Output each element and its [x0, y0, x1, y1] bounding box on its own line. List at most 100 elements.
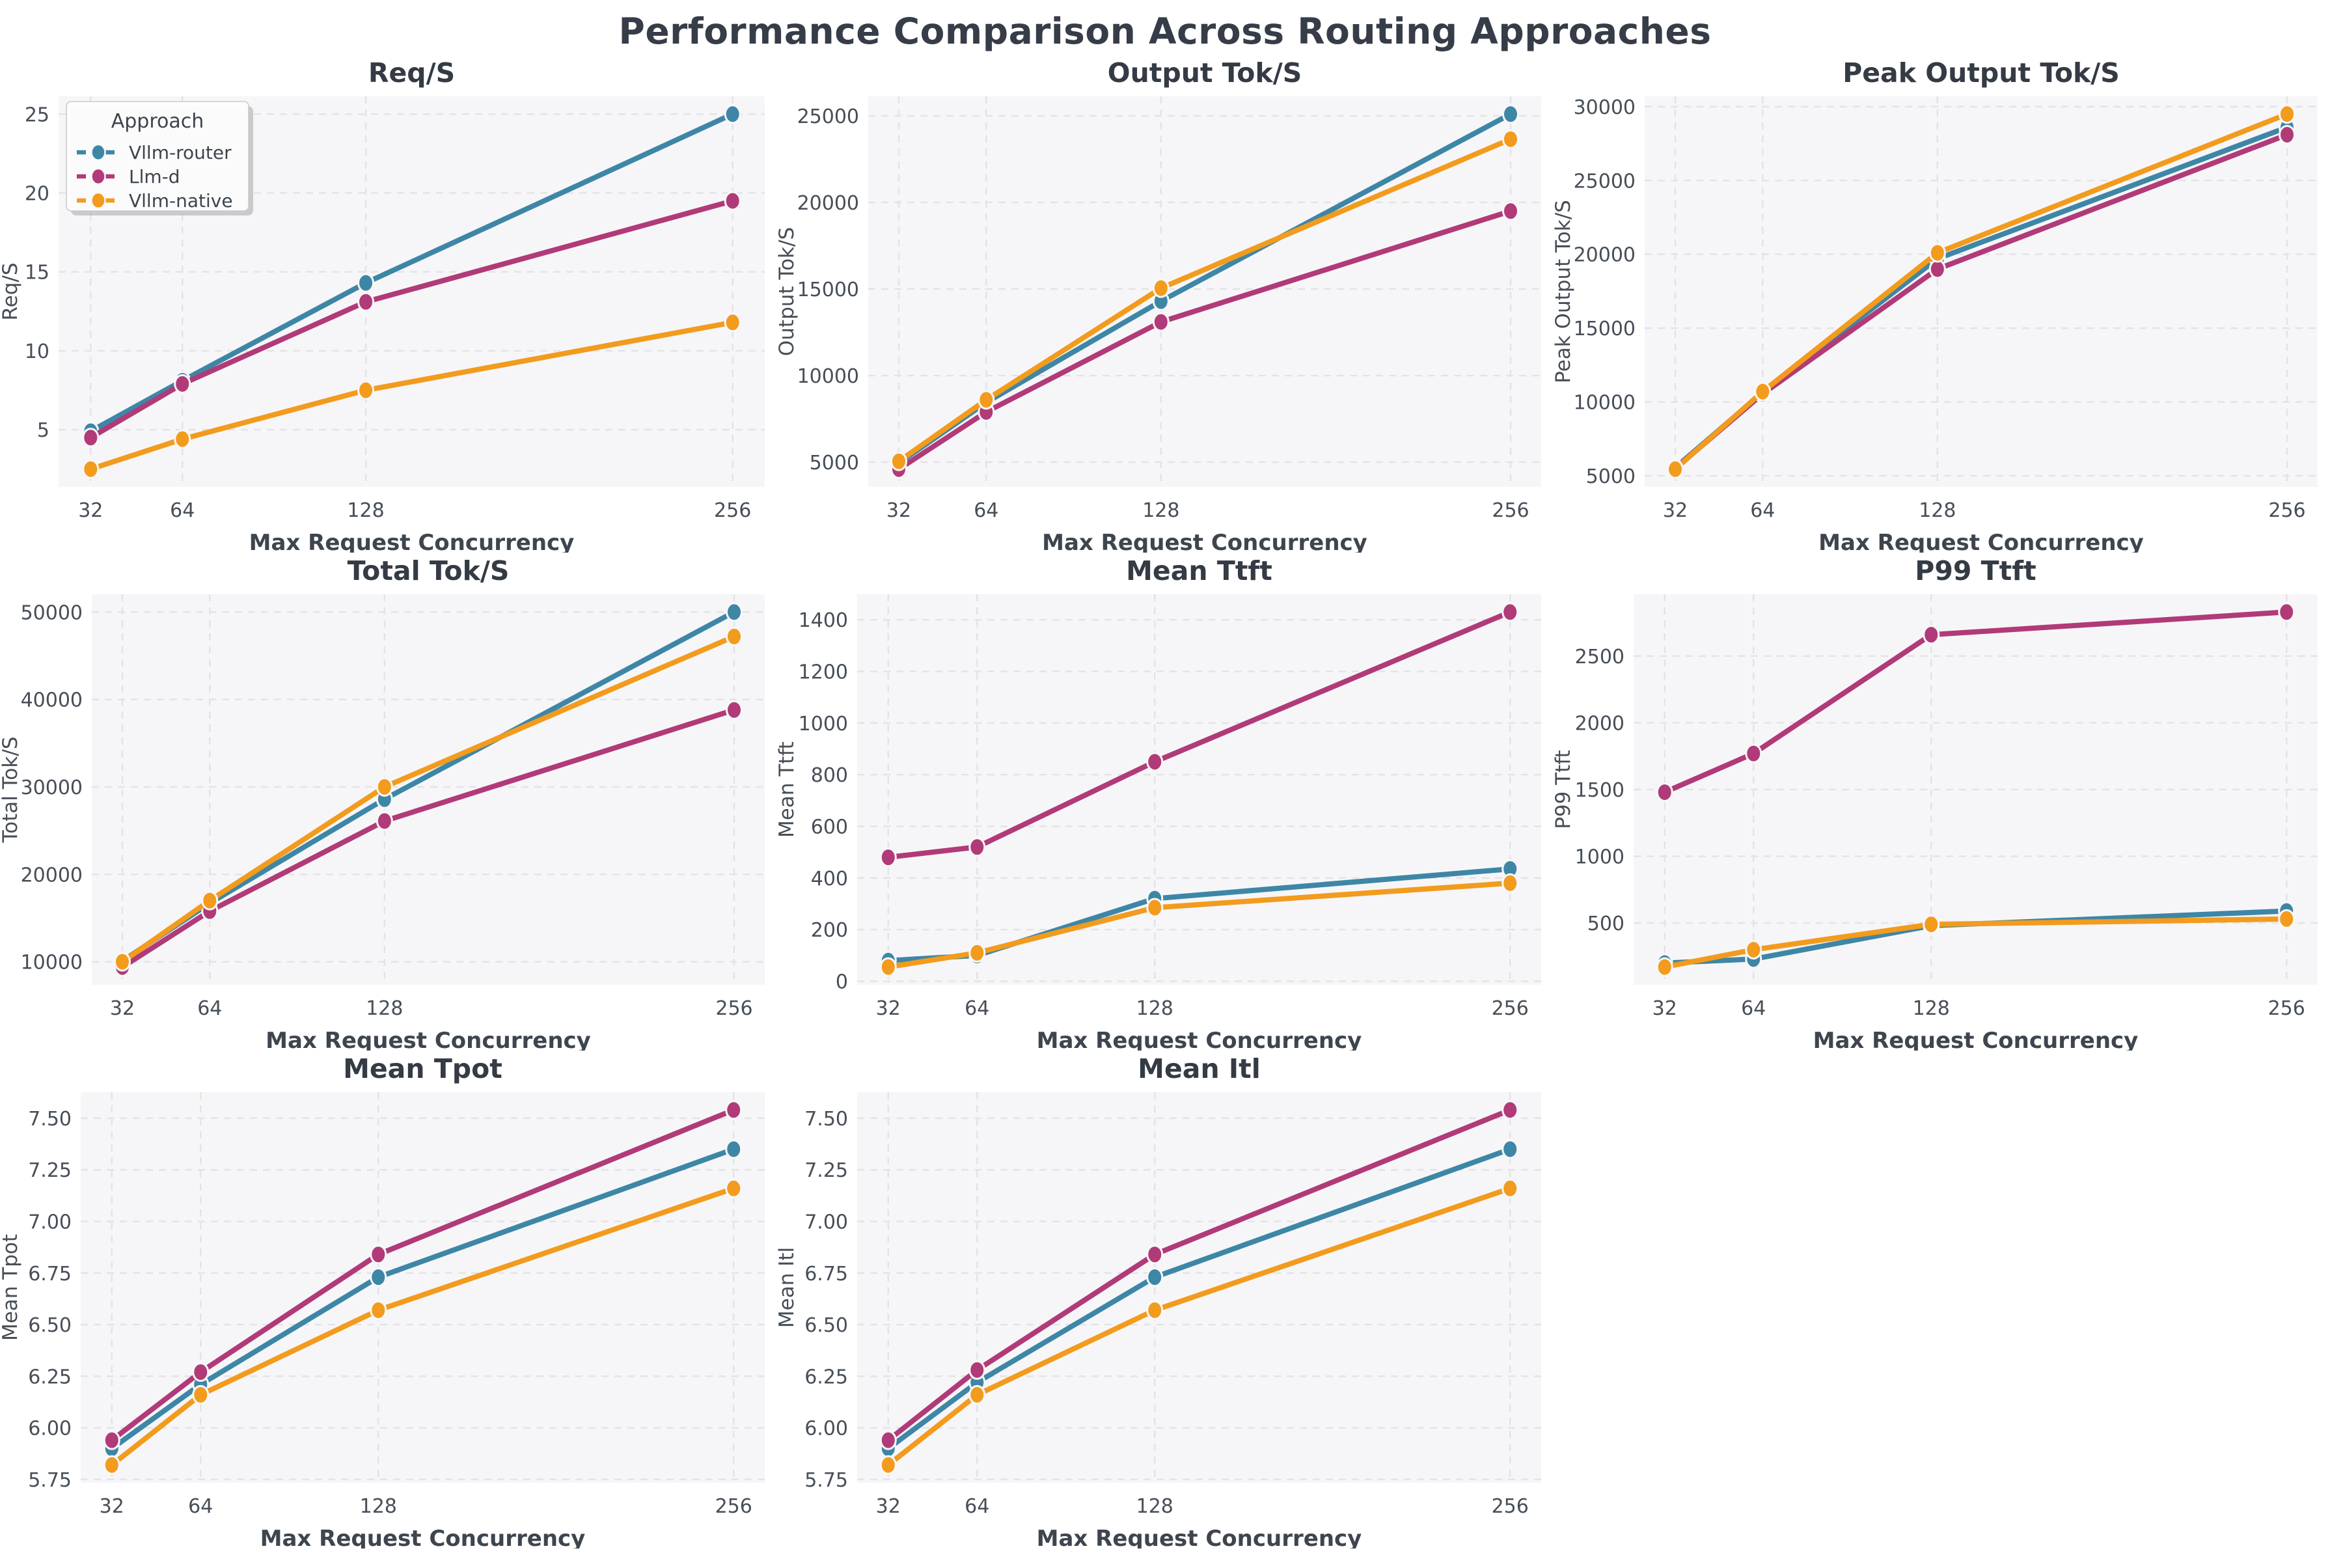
x-tick-label: 32 — [876, 997, 901, 1020]
data-point-vllm-native — [376, 777, 393, 797]
y-tick-label: 500 — [1587, 913, 1624, 935]
chart-output-tok-s: Output Tok/S Output Tok/S 5000 10000 15000 20… — [775, 57, 1541, 556]
data-point-vllm-router — [1146, 1267, 1164, 1287]
chart-total-tok-s: Total Tok/S Total Tok/S 10000 20000 30000 400… — [0, 555, 765, 1054]
series-line-vllm-native — [1662, 916, 2290, 970]
series-line-vllm-native — [120, 633, 737, 965]
data-point-vllm-native — [725, 1178, 743, 1198]
series-line-vllm-router — [1662, 908, 2290, 966]
x-tick-label: 128 — [1136, 997, 1173, 1020]
y-axis-label: Mean Tpot — [0, 1234, 22, 1341]
x-axis-label: Max Request Concurrency — [1042, 530, 1367, 553]
x-tick-label: 256 — [2268, 499, 2305, 522]
y-tick-label: 600 — [811, 816, 848, 839]
y-tick-label: 25000 — [797, 105, 859, 128]
data-point-vllm-native — [370, 1300, 387, 1320]
data-point-vllm-native — [1502, 129, 1519, 149]
data-point-llm-d — [1501, 1100, 1519, 1120]
y-tick-label: 7.50 — [28, 1108, 72, 1131]
chart-p99-ttft: P99 Ttft P99 Ttft 500 1000 1500 2000 2500 32 64 1… — [1552, 555, 2318, 1054]
x-tick-label: 32 — [78, 499, 103, 522]
chart-cell-total-tok-s: Total Tok/S Total Tok/S 10000 20000 30000 400… — [0, 553, 776, 1054]
y-tick-label: 6.50 — [804, 1314, 848, 1337]
legend-label-vllm-router: Vllm-router — [129, 142, 232, 163]
x-tick-label: 64 — [965, 997, 989, 1020]
chart-mean-ttft: Mean Ttft Mean Ttft 0 200 400 600 800 1000 1200 1… — [775, 555, 1541, 1054]
legend-label-vllm-native: Vllm-native — [129, 190, 233, 212]
series-line-llm-d — [896, 208, 1513, 472]
data-point-llm-d — [724, 191, 741, 211]
x-tick-label: 128 — [366, 997, 403, 1020]
series-line-llm-d — [120, 707, 737, 970]
x-tick-label: 256 — [714, 499, 751, 522]
chart-cell-req-s: Req/S Req/S 5 10 15 20 25 32 64 128 256 Max Request… — [0, 55, 776, 556]
y-axis-label: Req/S — [0, 262, 22, 320]
y-axis-label: Output Tok/S — [776, 227, 799, 356]
data-point-vllm-native — [1152, 278, 1170, 298]
x-tick-label: 128 — [1142, 499, 1179, 522]
y-tick-label: 10000 — [797, 365, 859, 388]
y-tick-label: 6.50 — [28, 1314, 72, 1337]
data-point-llm-d — [879, 1430, 897, 1450]
series-line-vllm-native — [109, 1185, 737, 1468]
data-point-llm-d — [1152, 312, 1170, 332]
y-tick-label: 25 — [25, 103, 49, 126]
y-tick-label: 7.00 — [28, 1211, 72, 1234]
chart-title: Mean Tpot — [343, 1053, 502, 1084]
data-point-vllm-native — [968, 1384, 986, 1405]
legend-marker-vllm-router — [90, 143, 106, 161]
y-tick-label: 5 — [37, 419, 49, 442]
x-tick-label: 64 — [974, 499, 998, 522]
y-tick-label: 2000 — [1575, 712, 1624, 735]
data-point-llm-d — [1745, 743, 1762, 763]
data-point-vllm-native — [1928, 243, 1946, 263]
y-tick-label: 6.00 — [28, 1418, 72, 1440]
y-tick-label: 50000 — [21, 601, 83, 624]
x-axis-label: Max Request Concurrency — [266, 1028, 591, 1051]
series-line-vllm-native — [885, 1185, 1513, 1468]
data-point-llm-d — [174, 374, 191, 394]
x-tick-label: 256 — [715, 1495, 752, 1518]
y-tick-label: 20000 — [797, 192, 859, 215]
data-point-vllm-native — [1667, 459, 1684, 479]
plot-area-mean-ttft — [857, 594, 1541, 985]
data-point-llm-d — [1656, 782, 1673, 803]
chart-title: Req/S — [368, 57, 455, 89]
x-tick-label: 32 — [876, 1495, 901, 1518]
chart-title: Total Tok/S — [348, 555, 510, 586]
data-point-vllm-native — [890, 451, 907, 471]
data-point-vllm-native — [1745, 940, 1762, 960]
y-tick-label: 200 — [811, 919, 848, 942]
legend-box — [66, 101, 249, 212]
series-line-vllm-native — [885, 880, 1513, 970]
data-point-vllm-native — [2279, 104, 2296, 124]
x-tick-label: 64 — [170, 499, 195, 522]
chart-title: Mean Itl — [1138, 1053, 1261, 1084]
chart-mean-itl: Mean Itl Mean Itl 5.75 6.00 6.25 6.50 6.75 7.00… — [775, 1053, 1541, 1552]
x-axis-label: Max Request Concurrency — [1813, 1028, 2139, 1051]
series-line-llm-d — [109, 1107, 737, 1443]
y-tick-label: 10000 — [21, 952, 83, 974]
y-axis-label: Total Tok/S — [0, 737, 22, 844]
data-point-vllm-native — [1146, 898, 1164, 918]
data-point-vllm-native — [968, 942, 986, 963]
y-tick-label: 30000 — [21, 777, 83, 799]
data-point-vllm-router — [1501, 1139, 1519, 1159]
data-point-vllm-router — [726, 602, 743, 622]
x-tick-label: 256 — [715, 997, 752, 1020]
y-tick-label: 6.00 — [804, 1418, 848, 1440]
chart-grid: Req/S Req/S 5 10 15 20 25 32 64 128 256 Max Request… — [0, 55, 2330, 1552]
legend-marker-vllm-native — [90, 191, 106, 210]
series-line-llm-d — [885, 609, 1513, 860]
y-tick-label: 30000 — [1574, 96, 1636, 119]
x-tick-label: 32 — [100, 1495, 124, 1518]
data-point-vllm-native — [201, 890, 219, 911]
data-point-llm-d — [1502, 201, 1519, 221]
x-tick-label: 256 — [1492, 997, 1529, 1020]
y-tick-label: 1400 — [799, 609, 848, 632]
plot-area-mean-tpot — [81, 1092, 765, 1483]
y-tick-label: 15000 — [1574, 318, 1636, 340]
y-tick-label: 1500 — [1575, 779, 1624, 802]
x-tick-label: 128 — [1919, 499, 1956, 522]
series-line-vllm-router — [885, 1146, 1513, 1451]
